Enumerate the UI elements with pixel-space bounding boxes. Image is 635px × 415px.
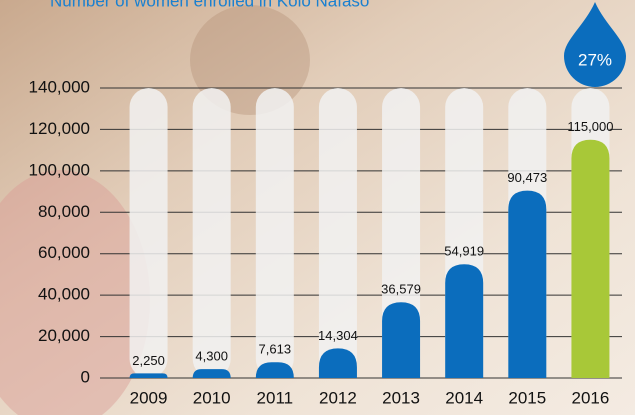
x-tick-label: 2012 xyxy=(319,388,357,407)
x-tick-label: 2015 xyxy=(508,388,546,407)
value-label: 14,304 xyxy=(318,328,358,343)
value-label: 2,250 xyxy=(132,353,165,368)
chart: Number of women enrolled in Kolo Nafaso … xyxy=(0,0,635,415)
bar-track xyxy=(256,88,294,378)
value-label: 90,473 xyxy=(507,170,547,185)
y-tick-label: 140,000 xyxy=(29,77,90,96)
value-label: 115,000 xyxy=(567,119,613,134)
x-tick-label: 2016 xyxy=(572,388,610,407)
bar xyxy=(382,302,420,378)
y-tick-label: 20,000 xyxy=(38,326,90,345)
bar-track xyxy=(130,88,168,378)
bar xyxy=(130,373,168,378)
y-tick-label: 40,000 xyxy=(38,285,90,304)
bar xyxy=(571,140,609,378)
bar xyxy=(319,348,357,378)
y-tick-label: 80,000 xyxy=(38,202,90,221)
value-label: 36,579 xyxy=(381,282,421,297)
value-label: 4,300 xyxy=(195,349,228,364)
x-tick-label: 2010 xyxy=(193,388,231,407)
x-tick-label: 2009 xyxy=(130,388,168,407)
x-tick-label: 2011 xyxy=(257,388,294,407)
y-tick-label: 60,000 xyxy=(38,243,90,262)
chart-title: Number of women enrolled in Kolo Nafaso xyxy=(50,0,369,10)
x-tick-label: 2013 xyxy=(382,388,420,407)
y-tick-label: 0 xyxy=(81,367,90,386)
bar xyxy=(445,264,483,378)
bar xyxy=(193,369,231,378)
value-label: 7,613 xyxy=(259,342,292,357)
value-label: 54,919 xyxy=(444,244,484,259)
y-tick-label: 120,000 xyxy=(29,119,90,138)
y-tick-label: 100,000 xyxy=(29,160,90,179)
bar xyxy=(508,191,546,378)
annotation: 27% xyxy=(578,50,612,69)
x-tick-label: 2014 xyxy=(445,388,483,407)
bar-track xyxy=(193,88,231,378)
